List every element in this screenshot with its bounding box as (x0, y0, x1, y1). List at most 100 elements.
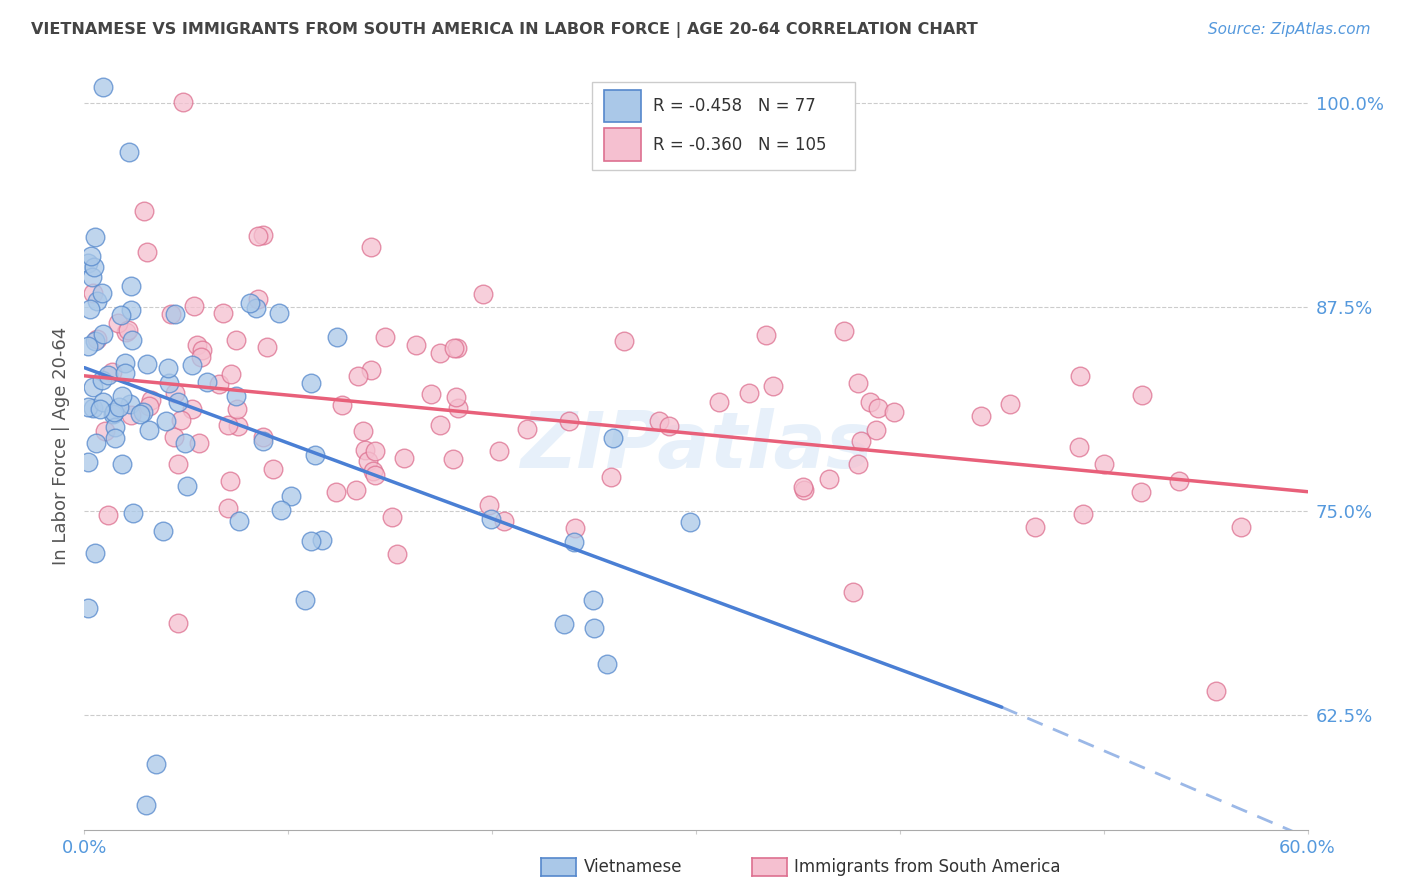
Point (132, 405, 155, 419)
Point (187, 436, 209, 450)
Point (347, 368, 370, 383)
Point (173, 435, 195, 450)
Point (374, 330, 396, 344)
Point (165, 307, 187, 321)
Point (1092, 457, 1115, 471)
Point (217, 417, 239, 432)
Point (135, 798, 157, 813)
Point (1230, 519, 1253, 533)
Point (136, 245, 159, 260)
Point (360, 363, 382, 377)
Point (354, 443, 377, 458)
Point (117, 323, 139, 337)
Point (90, 373, 112, 387)
Point (516, 422, 538, 436)
Point (108, 400, 131, 414)
Point (166, 394, 188, 409)
Point (846, 457, 869, 471)
Point (325, 485, 347, 500)
Point (111, 458, 134, 472)
Point (138, 400, 160, 414)
Point (364, 468, 387, 483)
Point (738, 385, 761, 400)
Point (208, 376, 231, 391)
Point (77, 600, 100, 615)
Point (136, 357, 159, 371)
Point (553, 617, 575, 632)
Point (103, 407, 125, 421)
Point (77, 455, 100, 469)
Point (162, 430, 184, 444)
Point (793, 483, 815, 497)
Point (582, 593, 605, 607)
Point (160, 307, 183, 321)
Point (121, 333, 143, 347)
Point (239, 295, 262, 310)
Point (792, 480, 814, 494)
Point (441, 452, 464, 467)
Point (252, 434, 274, 448)
Point (77, 401, 100, 415)
Point (1067, 441, 1090, 455)
Point (252, 430, 274, 444)
Point (107, 316, 129, 330)
Point (352, 424, 374, 438)
Point (114, 356, 136, 370)
Point (1069, 369, 1091, 384)
Point (599, 469, 621, 483)
Point (80, 249, 103, 263)
Point (446, 390, 468, 404)
Point (79, 302, 101, 317)
Point (86, 332, 108, 346)
Point (183, 299, 205, 313)
Point (471, 286, 494, 301)
Point (256, 339, 278, 353)
Text: Source: ZipAtlas.com: Source: ZipAtlas.com (1208, 22, 1371, 37)
Point (360, 240, 382, 254)
Point (582, 621, 605, 635)
FancyBboxPatch shape (605, 90, 641, 122)
Point (648, 414, 671, 428)
Text: Immigrants from South America: Immigrants from South America (794, 858, 1062, 876)
Point (83, 260, 105, 275)
Point (77, 256, 100, 270)
Point (443, 342, 465, 356)
Point (225, 388, 247, 402)
Point (325, 330, 347, 344)
Point (141, 392, 163, 407)
Point (859, 394, 882, 409)
Point (128, 407, 150, 421)
Point (219, 475, 242, 489)
Point (818, 472, 841, 486)
Point (846, 376, 869, 390)
Point (93, 326, 115, 341)
Point (97, 368, 120, 382)
Point (311, 533, 333, 548)
Point (385, 547, 408, 561)
Point (226, 401, 249, 416)
Point (363, 464, 385, 478)
Y-axis label: In Labor Force | Age 20-64: In Labor Force | Age 20-64 (52, 326, 70, 566)
Point (429, 417, 451, 432)
Point (176, 479, 198, 493)
Text: R = -0.458   N = 77: R = -0.458 N = 77 (654, 97, 815, 115)
Point (394, 451, 416, 466)
Point (304, 448, 326, 462)
Point (89, 401, 111, 416)
Point (121, 506, 143, 520)
Point (252, 228, 274, 243)
Point (118, 145, 141, 160)
Point (228, 514, 250, 528)
FancyBboxPatch shape (605, 128, 641, 161)
Point (114, 367, 136, 381)
Point (492, 514, 515, 528)
Point (381, 509, 404, 524)
Point (1071, 507, 1094, 521)
Point (186, 337, 208, 351)
Point (221, 367, 243, 381)
Point (120, 396, 142, 410)
Point (111, 389, 134, 403)
Point (564, 535, 586, 549)
Point (405, 337, 427, 351)
Point (479, 512, 502, 526)
